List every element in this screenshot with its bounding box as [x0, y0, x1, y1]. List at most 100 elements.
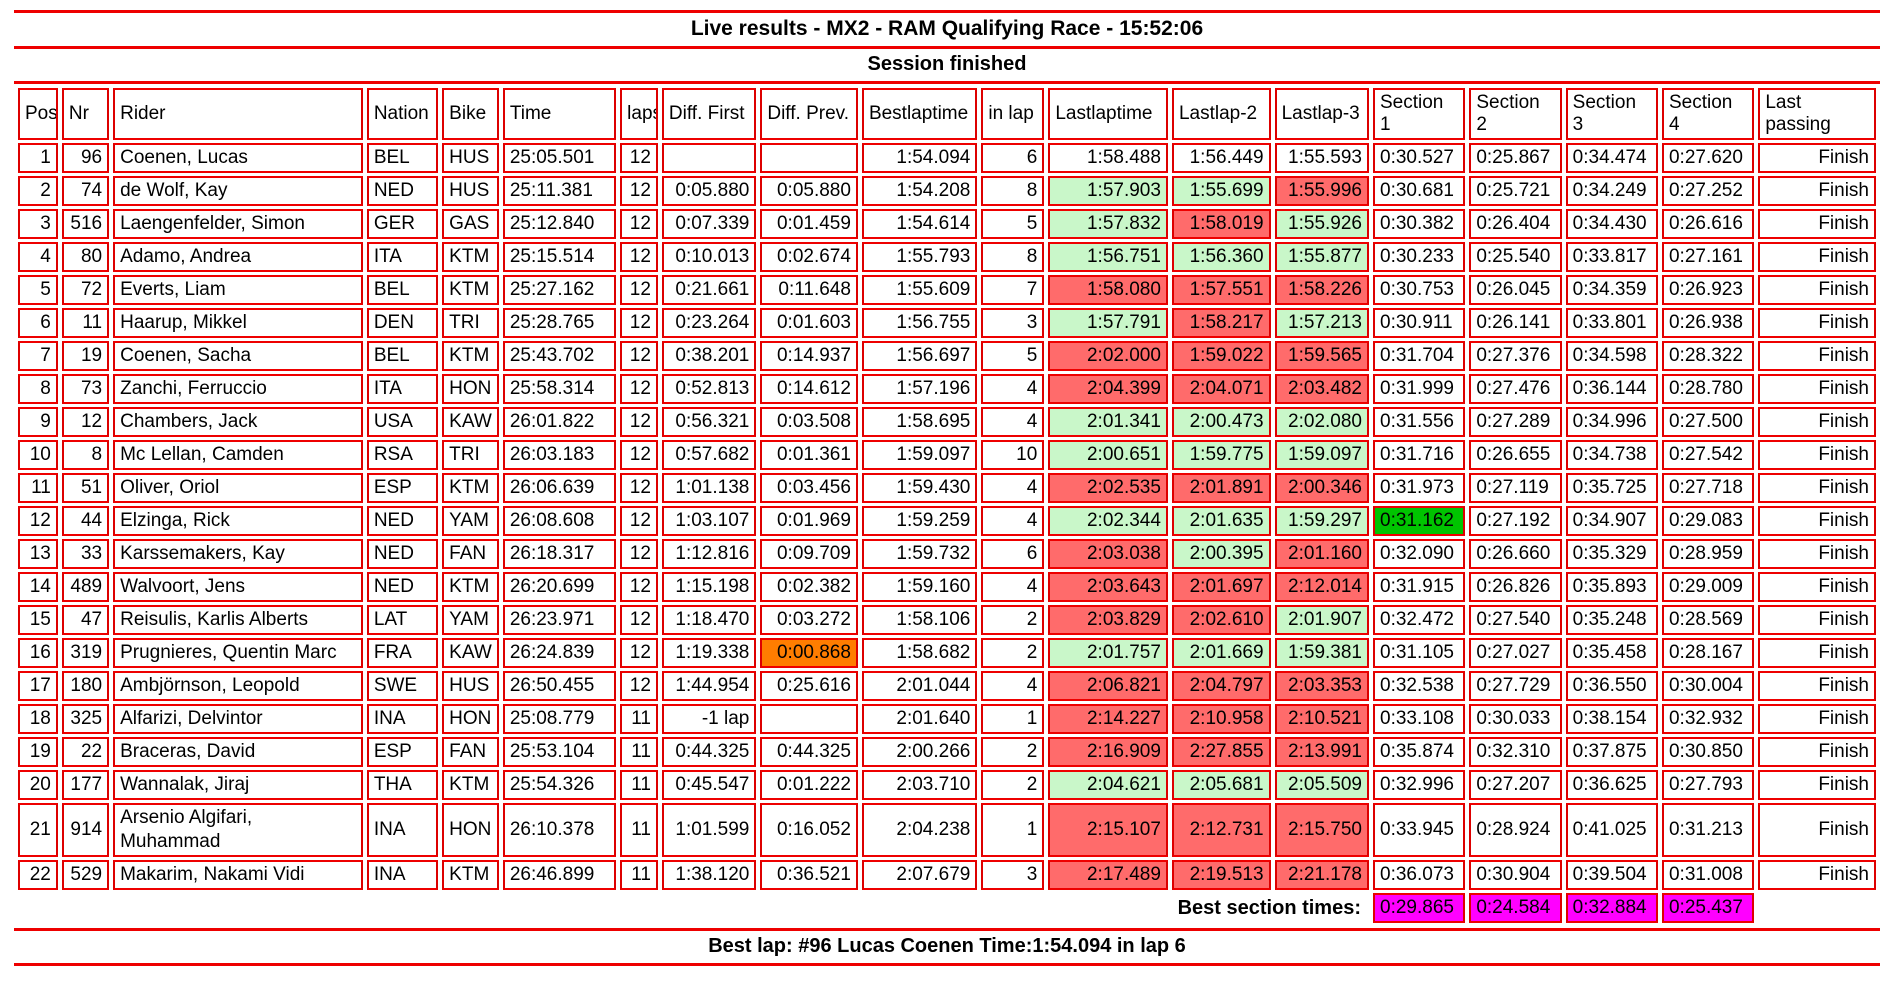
- cell-diff_prev: 0:09.709: [760, 539, 858, 569]
- col-header-bike: Bike: [442, 88, 499, 140]
- cell-rider: Laengenfelder, Simon: [113, 209, 363, 239]
- cell-nr: 80: [61, 242, 110, 272]
- cell-s4: 0:27.793: [1661, 770, 1755, 800]
- cell-nation: GER: [366, 209, 439, 239]
- cell-diff_first: 0:56.321: [661, 407, 757, 437]
- cell-last2: 1:58.019: [1171, 209, 1271, 239]
- cell-nr: 51: [61, 473, 110, 503]
- cell-rider: de Wolf, Kay: [113, 176, 363, 206]
- cell-last1: 1:58.488: [1048, 143, 1168, 173]
- cell-s1: 0:30.753: [1373, 275, 1466, 305]
- cell-last3: 1:58.226: [1274, 275, 1369, 305]
- cell-s3: 0:34.249: [1565, 176, 1658, 206]
- cell-laps: 12: [620, 308, 658, 338]
- cell-last2: 2:04.071: [1171, 374, 1271, 404]
- cell-s3: 0:34.996: [1565, 407, 1658, 437]
- cell-last3: 2:00.346: [1274, 473, 1369, 503]
- cell-rider: Coenen, Lucas: [113, 143, 363, 173]
- cell-s4: 0:28.322: [1661, 341, 1755, 371]
- cell-bike: KTM: [442, 341, 499, 371]
- cell-in_lap: 7: [981, 275, 1045, 305]
- cell-pos: 4: [18, 242, 58, 272]
- cell-last_passing: Finish: [1758, 308, 1876, 338]
- cell-in_lap: 2: [981, 605, 1045, 635]
- cell-last_passing: Finish: [1758, 374, 1876, 404]
- cell-bike: KTM: [442, 770, 499, 800]
- cell-time: 26:03.183: [502, 440, 617, 470]
- col-header-diff_first: Diff. First: [661, 88, 757, 140]
- cell-s4: 0:29.083: [1661, 506, 1755, 536]
- cell-laps: 12: [620, 341, 658, 371]
- cell-laps: 11: [620, 704, 658, 734]
- cell-last_passing: Finish: [1758, 242, 1876, 272]
- table-row: 19 22 Braceras, David ESP FAN 25:53.104 11 0:44…: [18, 737, 1876, 767]
- cell-s2: 0:26.045: [1469, 275, 1562, 305]
- cell-diff_prev: 0:36.521: [760, 860, 858, 890]
- cell-diff_first: 0:05.880: [661, 176, 757, 206]
- table-body: 1 96 Coenen, Lucas BEL HUS 25:05.501 12 1:54.09…: [18, 143, 1876, 923]
- cell-last2: 1:58.217: [1171, 308, 1271, 338]
- cell-in_lap: 2: [981, 737, 1045, 767]
- cell-in_lap: 3: [981, 860, 1045, 890]
- cell-last_passing: Finish: [1758, 638, 1876, 668]
- col-header-s2: Section 2: [1469, 88, 1562, 140]
- cell-s2: 0:27.119: [1469, 473, 1562, 503]
- cell-rider: Walvoort, Jens: [113, 572, 363, 602]
- cell-pos: 8: [18, 374, 58, 404]
- cell-s4: 0:27.542: [1661, 440, 1755, 470]
- session-status-banner: Session finished: [14, 49, 1880, 84]
- cell-time: 26:08.608: [502, 506, 617, 536]
- cell-diff_first: 0:44.325: [661, 737, 757, 767]
- cell-s2: 0:27.376: [1469, 341, 1562, 371]
- cell-s1: 0:35.874: [1373, 737, 1466, 767]
- cell-last1: 2:14.227: [1048, 704, 1168, 734]
- cell-nation: NED: [366, 506, 439, 536]
- cell-laps: 11: [620, 803, 658, 857]
- cell-laps: 12: [620, 440, 658, 470]
- cell-s2: 0:26.655: [1469, 440, 1562, 470]
- cell-last3: 1:55.593: [1274, 143, 1369, 173]
- cell-nr: 12: [61, 407, 110, 437]
- table-row: 18 325 Alfarizi, Delvintor INA HON 25:08.779 1…: [18, 704, 1876, 734]
- cell-rider: Karssemakers, Kay: [113, 539, 363, 569]
- cell-last3: 2:03.482: [1274, 374, 1369, 404]
- cell-s4: 0:30.850: [1661, 737, 1755, 767]
- cell-s3: 0:34.359: [1565, 275, 1658, 305]
- cell-last3: 1:55.926: [1274, 209, 1369, 239]
- cell-laps: 11: [620, 860, 658, 890]
- cell-last_passing: Finish: [1758, 209, 1876, 239]
- cell-nation: INA: [366, 803, 439, 857]
- cell-last1: 2:00.651: [1048, 440, 1168, 470]
- cell-last3: 2:15.750: [1274, 803, 1369, 857]
- cell-s3: 0:34.907: [1565, 506, 1658, 536]
- cell-last2: 2:02.610: [1171, 605, 1271, 635]
- cell-nation: NED: [366, 539, 439, 569]
- cell-laps: 12: [620, 473, 658, 503]
- cell-in_lap: 10: [981, 440, 1045, 470]
- cell-s4: 0:31.213: [1661, 803, 1755, 857]
- cell-s3: 0:35.329: [1565, 539, 1658, 569]
- cell-diff_prev: 0:02.674: [760, 242, 858, 272]
- table-row: 21 914 Arsenio Algifari, Muhammad INA HON 26:…: [18, 803, 1876, 857]
- cell-last3: 2:21.178: [1274, 860, 1369, 890]
- cell-best: 1:58.682: [861, 638, 978, 668]
- col-header-best: Bestlaptime: [861, 88, 978, 140]
- cell-pos: 11: [18, 473, 58, 503]
- cell-best: 1:58.695: [861, 407, 978, 437]
- table-row: 8 73 Zanchi, Ferruccio ITA HON 25:58.314 12 0:5…: [18, 374, 1876, 404]
- cell-nr: 177: [61, 770, 110, 800]
- best-lap-text: Best lap: #96 Lucas Coenen Time:1:54.094…: [708, 935, 1186, 957]
- cell-pos: 9: [18, 407, 58, 437]
- cell-time: 25:11.381: [502, 176, 617, 206]
- cell-laps: 12: [620, 143, 658, 173]
- cell-last2: 2:00.395: [1171, 539, 1271, 569]
- cell-laps: 12: [620, 605, 658, 635]
- cell-s2: 0:25.721: [1469, 176, 1562, 206]
- cell-best: 1:55.609: [861, 275, 978, 305]
- cell-diff_first: 1:12.816: [661, 539, 757, 569]
- cell-diff_prev: [760, 704, 858, 734]
- cell-last2: 2:10.958: [1171, 704, 1271, 734]
- table-row: 14 489 Walvoort, Jens NED KTM 26:20.699 12 1:15…: [18, 572, 1876, 602]
- cell-diff_prev: 0:14.612: [760, 374, 858, 404]
- cell-nr: 914: [61, 803, 110, 857]
